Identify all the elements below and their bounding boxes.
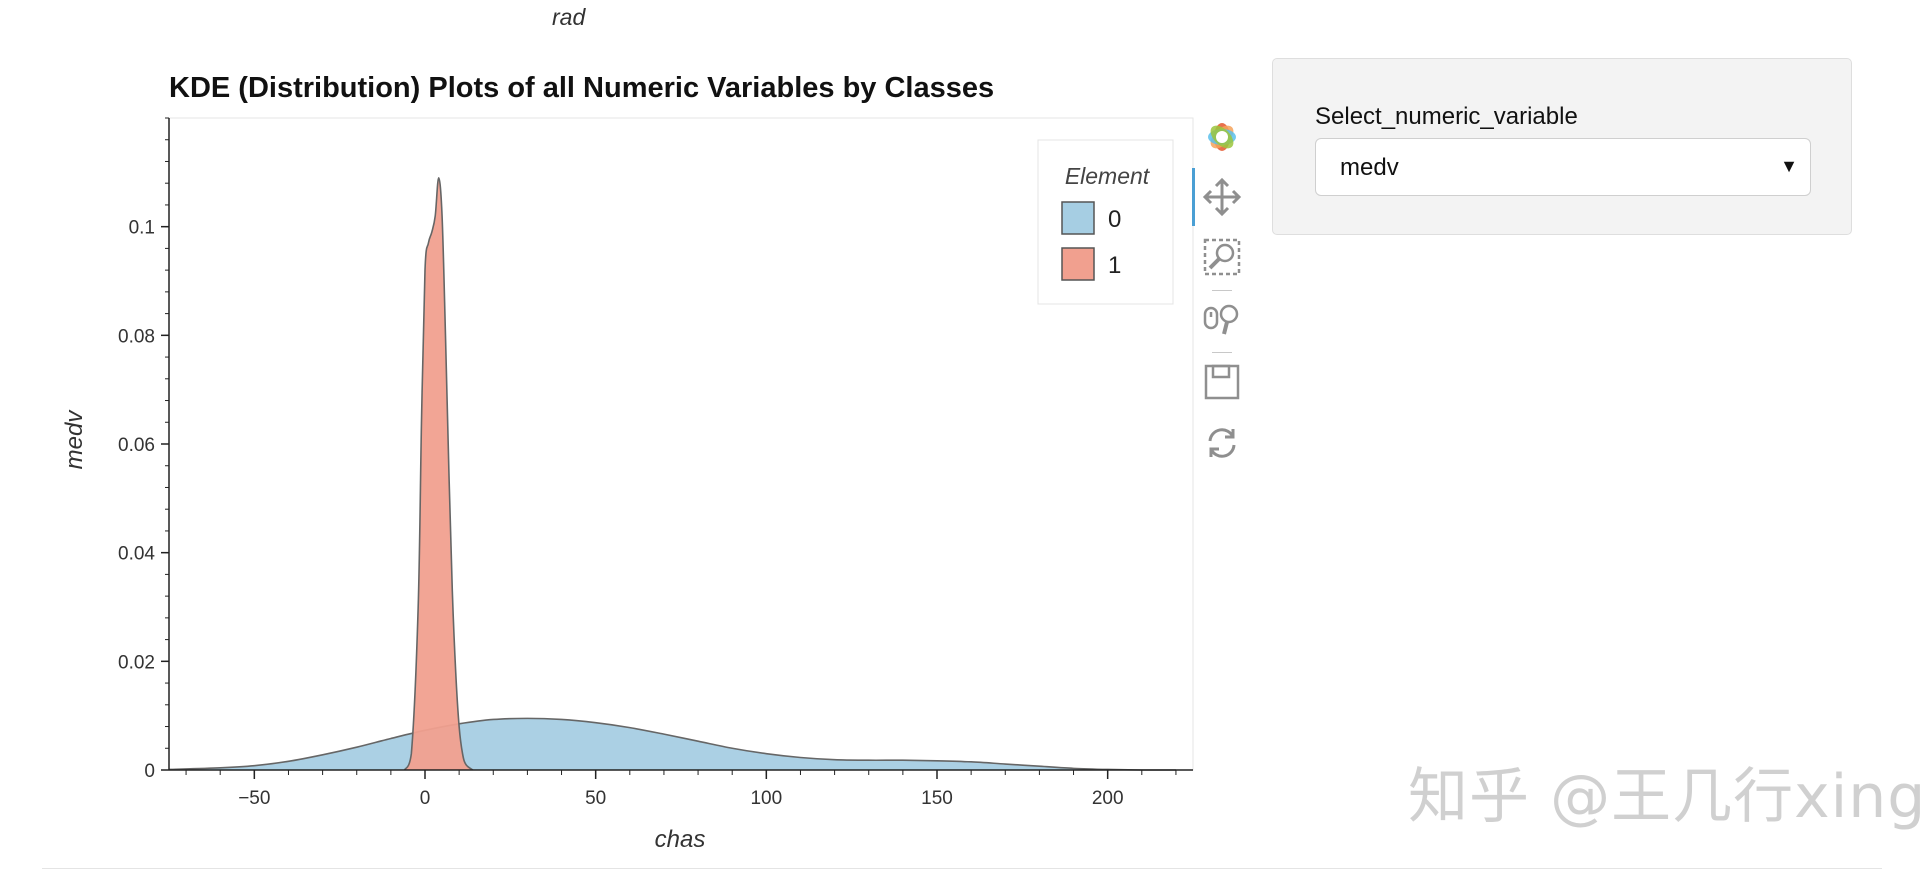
plot-toolbar — [1192, 112, 1252, 472]
variable-selector-panel: Select_numeric_variable medv ▼ — [1272, 58, 1852, 235]
legend-label-0: 0 — [1108, 206, 1121, 233]
x-tick-label: 100 — [750, 788, 782, 809]
y-axis-label: medv — [61, 409, 88, 470]
active-tool-indicator — [1192, 168, 1195, 226]
series-1-line — [403, 176, 474, 771]
divider — [42, 868, 1882, 869]
wheel-zoom-icon[interactable] — [1192, 295, 1252, 345]
x-tick-label: 200 — [1092, 788, 1124, 809]
y-tick-label: 0.06 — [118, 435, 155, 456]
y-tick-label: 0.08 — [118, 326, 155, 347]
bokeh-logo-icon[interactable] — [1192, 112, 1252, 162]
series-0-area[interactable] — [169, 718, 1176, 770]
reset-icon[interactable] — [1192, 418, 1252, 468]
save-icon[interactable] — [1192, 357, 1252, 407]
box-zoom-icon[interactable] — [1192, 232, 1252, 282]
legend-swatch-0[interactable] — [1061, 201, 1095, 235]
chevron-down-icon: ▼ — [1780, 156, 1798, 176]
x-tick-label: 150 — [921, 788, 953, 809]
y-tick-label: 0.1 — [129, 218, 155, 239]
legend-title: Element — [1065, 163, 1151, 189]
x-tick-label: −50 — [238, 788, 270, 809]
pan-icon[interactable] — [1192, 172, 1252, 222]
numeric-variable-select[interactable]: medv ▼ — [1315, 138, 1811, 196]
y-tick-label: 0.02 — [118, 652, 155, 673]
series-0-line — [168, 717, 1176, 771]
legend-label-1: 1 — [1108, 252, 1121, 279]
x-tick-label: 0 — [420, 788, 431, 809]
series-1-area[interactable] — [404, 177, 473, 770]
x-axis-label: chas — [655, 826, 706, 853]
select-label: Select_numeric_variable — [1315, 103, 1578, 130]
select-value: medv — [1340, 154, 1399, 181]
legend-box — [1037, 139, 1174, 305]
top-variable-label: rad — [552, 4, 586, 30]
toolbar-divider — [1212, 352, 1232, 353]
x-tick-label: 50 — [585, 788, 606, 809]
toolbar-divider — [1212, 290, 1232, 291]
legend-swatch-1[interactable] — [1061, 247, 1095, 281]
y-tick-label: 0.04 — [118, 544, 155, 565]
kde-chart[interactable]: 0 0.02 0.04 0.06 0.08 0.1 −50 0 50 100 150 200 chas m… — [0, 0, 1200, 870]
chart-title: KDE (Distribution) Plots of all Numeric … — [169, 72, 995, 104]
watermark: 知乎 @王几行xing — [1408, 762, 1920, 832]
y-tick-label: 0 — [144, 761, 155, 782]
